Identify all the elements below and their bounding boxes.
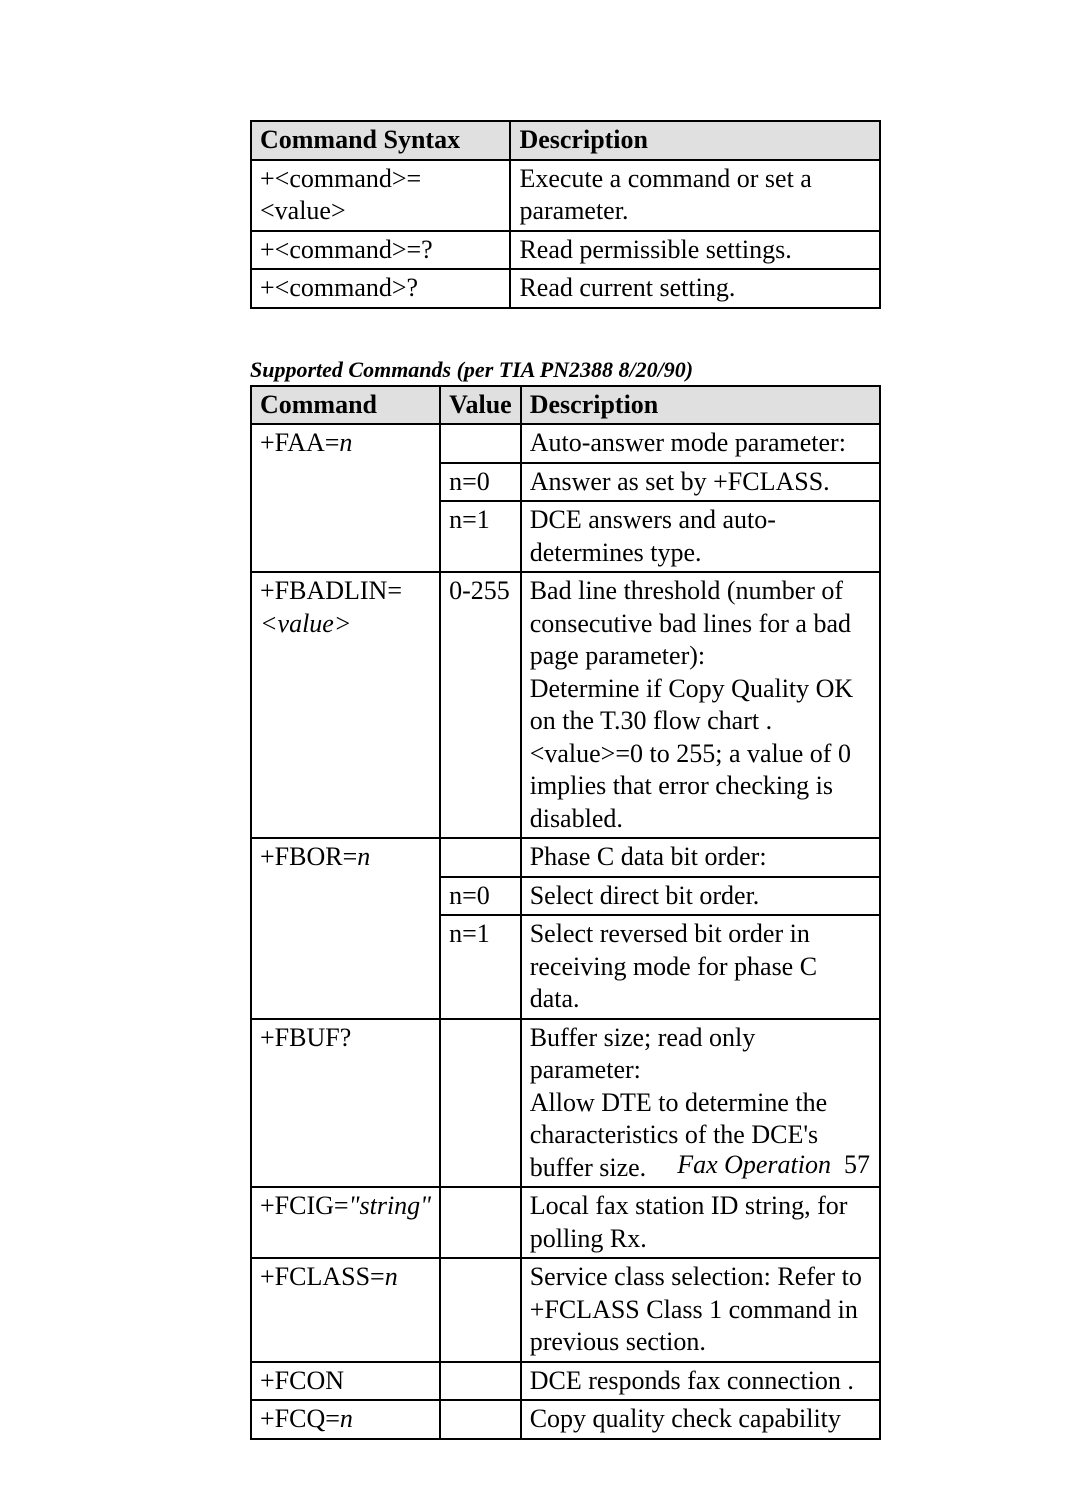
table-row: +<command>=<value> Execute a command or … [251,160,880,231]
cell-syntax: +<command>=? [251,231,510,270]
cell-description: Phase C data bit order: [521,838,880,877]
cell-value [440,1187,521,1258]
table-header-row: Command Syntax Description [251,121,880,160]
table-row: +<command>=? Read permissible settings. [251,231,880,270]
cell-value [440,1362,521,1401]
cell-description: Execute a command or set a parameter. [510,160,880,231]
cell-command: +FBOR=n [251,838,440,1019]
cell-value: n=0 [440,877,521,916]
header-description: Description [521,386,880,425]
table-row: +FBADLIN= <value> 0-255 Bad line thresho… [251,572,880,838]
cell-description: Service class selection: Refer to +FCLAS… [521,1258,880,1362]
cell-description: Auto-answer mode parameter: [521,424,880,463]
cell-command: +FCIG="string" [251,1187,440,1258]
cell-value [440,838,521,877]
cell-description: Answer as set by +FCLASS. [521,463,880,502]
cell-command: +FBADLIN= <value> [251,572,440,838]
cell-command: +FBUF? [251,1019,440,1188]
cell-value [440,1019,521,1188]
cell-value: n=1 [440,915,521,1019]
cell-description: Bad line threshold (number of consecutiv… [521,572,880,838]
cell-description: Read current setting. [510,269,880,308]
table-row: +<command>? Read current setting. [251,269,880,308]
supported-commands-table: Command Value Description +FAA=n Auto-an… [250,385,881,1440]
header-command: Command [251,386,440,425]
cell-description: Local fax station ID string, for polling… [521,1187,880,1258]
cell-value: 0-255 [440,572,521,838]
cell-value [440,424,521,463]
header-description: Description [510,121,880,160]
cell-value [440,1258,521,1362]
cell-value [440,1400,521,1439]
cell-command: +FCLASS=n [251,1258,440,1362]
cell-syntax: +<command>=<value> [251,160,510,231]
cell-value: n=1 [440,501,521,572]
command-syntax-table: Command Syntax Description +<command>=<v… [250,120,881,309]
table-row: +FCLASS=n Service class selection: Refer… [251,1258,880,1362]
cell-command: +FAA=n [251,424,440,572]
cell-command: +FCQ=n [251,1400,440,1439]
header-value: Value [440,386,521,425]
table-row: +FCIG="string" Local fax station ID stri… [251,1187,880,1258]
table-row: +FCQ=n Copy quality check capability [251,1400,880,1439]
cell-command: +FCON [251,1362,440,1401]
cell-value: n=0 [440,463,521,502]
cell-description: Read permissible settings. [510,231,880,270]
table-row: +FAA=n Auto-answer mode parameter: [251,424,880,463]
header-command-syntax: Command Syntax [251,121,510,160]
cell-description: DCE answers and auto-determines type. [521,501,880,572]
cell-description: Select reversed bit order in receiving m… [521,915,880,1019]
cell-description: DCE responds fax connection . [521,1362,880,1401]
table-header-row: Command Value Description [251,386,880,425]
cell-description: Select direct bit order. [521,877,880,916]
footer-label: Fax Operation [677,1150,831,1179]
table-row: +FCON DCE responds fax connection . [251,1362,880,1401]
page-number: 57 [844,1150,870,1179]
table-row: +FBOR=n Phase C data bit order: [251,838,880,877]
cell-syntax: +<command>? [251,269,510,308]
supported-commands-caption: Supported Commands (per TIA PN2388 8/20/… [250,357,870,383]
page-footer: Fax Operation 57 [677,1150,870,1180]
cell-description: Copy quality check capability [521,1400,880,1439]
